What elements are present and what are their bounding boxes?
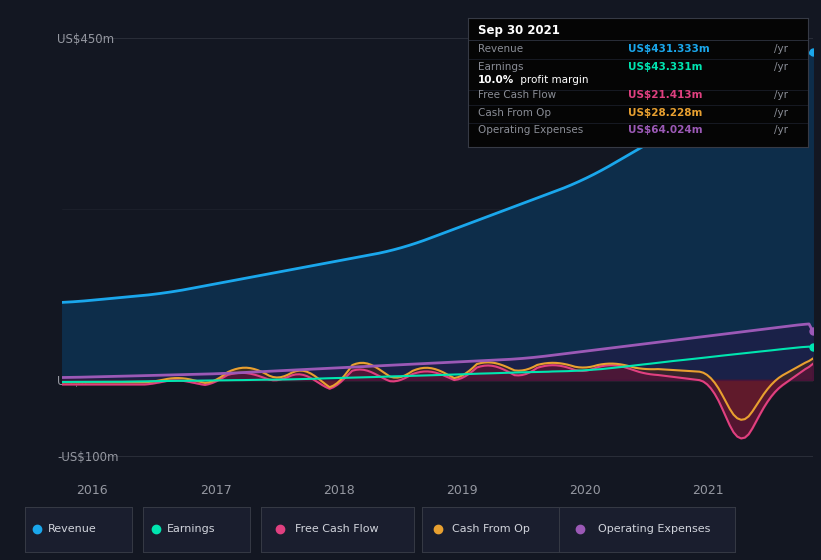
Text: US$43.331m: US$43.331m [628, 62, 702, 72]
Text: US$28.228m: US$28.228m [628, 108, 702, 118]
Text: Cash From Op: Cash From Op [478, 108, 551, 118]
Text: Free Cash Flow: Free Cash Flow [478, 90, 557, 100]
Text: Revenue: Revenue [478, 44, 523, 54]
Text: Cash From Op: Cash From Op [452, 524, 530, 534]
Text: /yr: /yr [774, 44, 788, 54]
Text: Earnings: Earnings [478, 62, 524, 72]
Text: US$431.333m: US$431.333m [628, 44, 709, 54]
Text: /yr: /yr [774, 108, 788, 118]
Text: /yr: /yr [774, 125, 788, 134]
Text: Earnings: Earnings [167, 524, 215, 534]
Text: 10.0%: 10.0% [478, 76, 515, 86]
Text: profit margin: profit margin [517, 76, 589, 86]
Text: Operating Expenses: Operating Expenses [598, 524, 710, 534]
Text: US$21.413m: US$21.413m [628, 90, 702, 100]
Text: Free Cash Flow: Free Cash Flow [295, 524, 378, 534]
Text: Revenue: Revenue [48, 524, 97, 534]
Text: Operating Expenses: Operating Expenses [478, 125, 584, 134]
Text: US$64.024m: US$64.024m [628, 125, 702, 134]
Text: Sep 30 2021: Sep 30 2021 [478, 25, 560, 38]
Text: /yr: /yr [774, 62, 788, 72]
Text: /yr: /yr [774, 90, 788, 100]
